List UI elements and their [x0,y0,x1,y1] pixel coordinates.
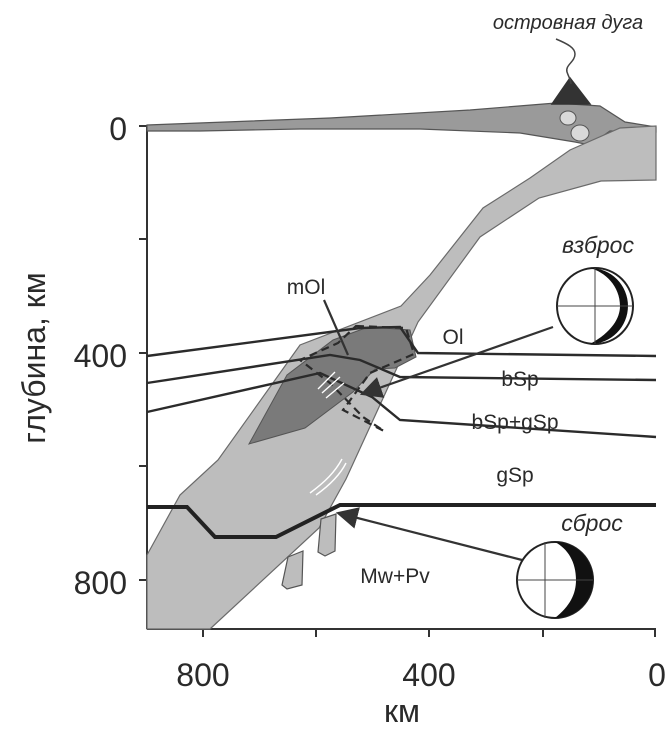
lower-mantle-blobs [281,513,337,590]
arrows [322,299,554,562]
mol-label: mOl [287,276,326,299]
x-tick-0: 0 [648,657,666,693]
metastable-dashed-outline [297,324,416,432]
thrust-label: взброс [562,232,634,258]
y-tick-800: 800 [74,565,127,601]
x-tick-400: 400 [402,657,455,693]
y-axis-ticks [139,125,147,581]
thrust-arrow [359,325,554,398]
thrust-focal-mechanism-icon [556,267,634,345]
plot-frame [146,126,656,630]
660-boundary [147,503,656,539]
y-tick-400: 400 [74,338,127,374]
gsp-label: gSp [496,464,533,487]
fracture-marks [309,371,347,496]
ol-label: Ol [443,326,464,349]
x-axis-ticks [202,629,656,637]
arc-crust [146,102,657,146]
normal-fault-focal-mechanism-icon [516,541,594,619]
mw-pv-label: Mw+Pv [360,565,430,588]
bsp-gsp-label: bSp+gSp [472,411,559,434]
volcano [550,38,592,142]
y-tick-0: 0 [109,111,127,147]
y-axis-title: глубина, км [16,272,52,443]
x-axis-title: км [384,693,420,729]
subducting-slab [146,125,657,630]
normal-fault-label: сброс [561,510,623,536]
bsp-label: bSp [501,368,538,391]
bsp-gsp-boundary [146,371,657,439]
x-tick-800: 800 [176,657,229,693]
island-arc-label: островная дуга [493,12,643,34]
mol-leader [322,299,350,356]
normal-fault-arrow [335,507,523,562]
bsp-boundary [146,353,657,385]
